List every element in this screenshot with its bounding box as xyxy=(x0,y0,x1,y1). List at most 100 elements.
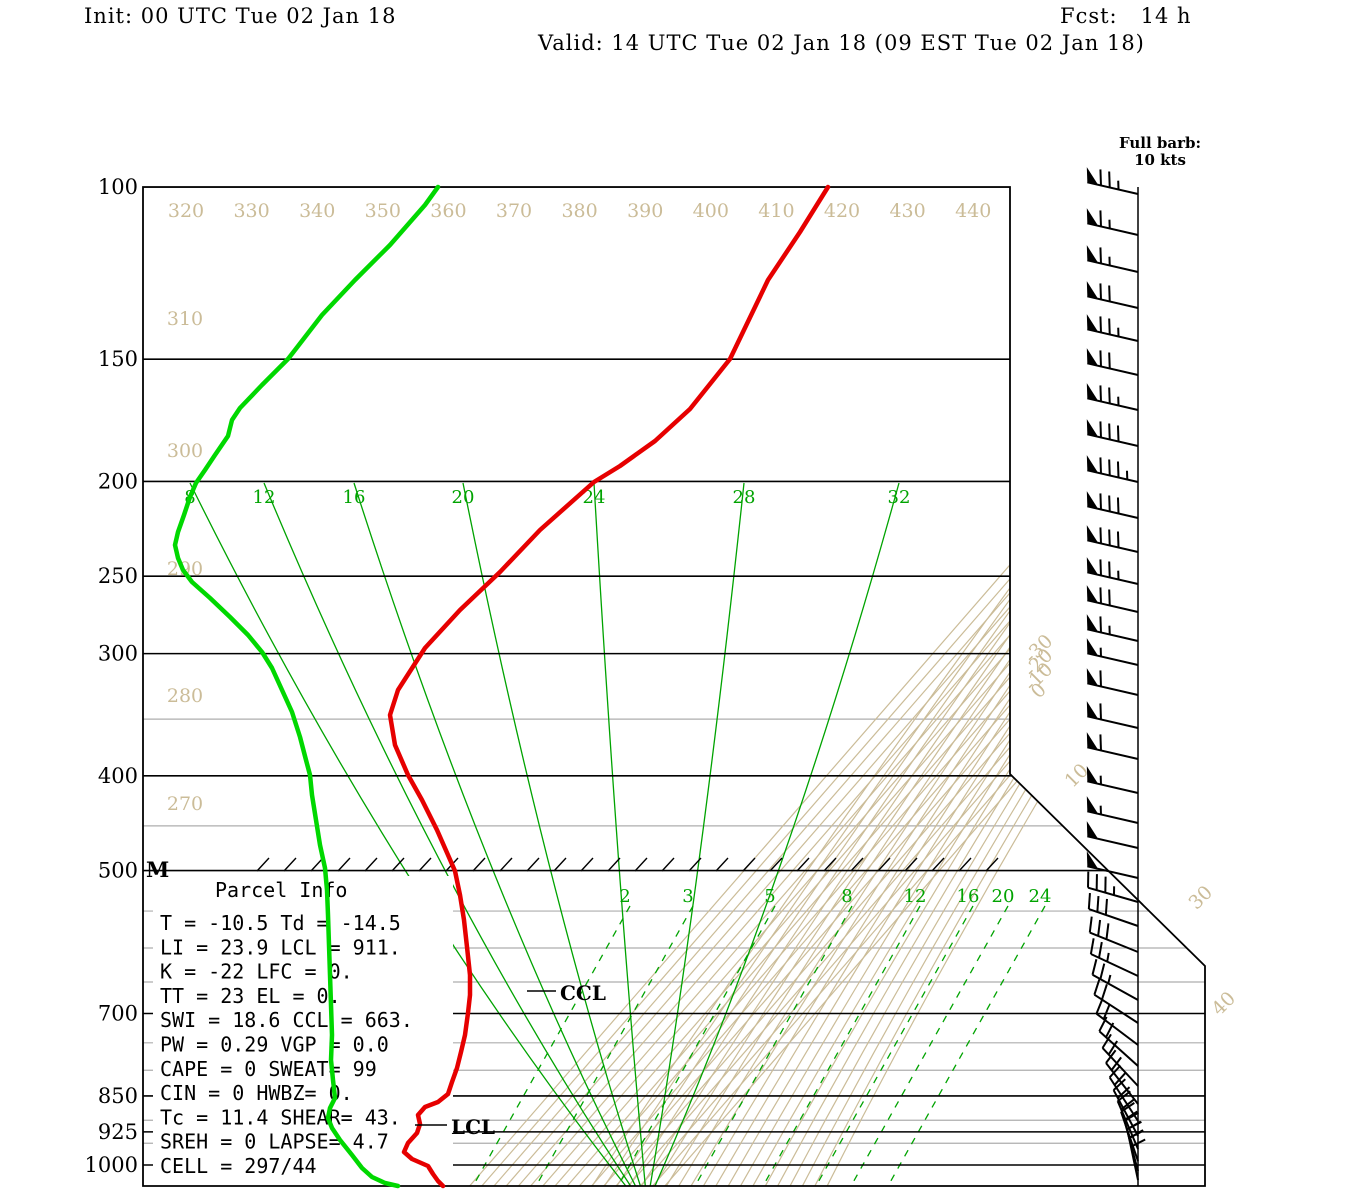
wind-barb xyxy=(1086,796,1139,824)
wind-barb-full xyxy=(1102,1003,1111,1020)
wind-barb-full xyxy=(1124,1111,1139,1122)
mixing-ratio-line xyxy=(887,905,1046,1186)
wind-barb-full xyxy=(1104,898,1108,916)
dry-adiabat-label-left: 300 xyxy=(167,440,203,462)
wind-barb-pennant xyxy=(1086,766,1099,784)
wind-barb-half xyxy=(1106,952,1110,962)
hatch-tick xyxy=(472,857,486,872)
wind-barb-staff xyxy=(1087,865,1139,879)
pressure-tick-label: 1000 xyxy=(85,1153,138,1177)
dry-adiabat-line xyxy=(826,187,1205,1186)
pressure-tick-label: 300 xyxy=(98,642,138,666)
wind-barb-pennant xyxy=(1086,167,1099,185)
wind-barb xyxy=(1087,871,1139,903)
dry-adiabat-label-top: 390 xyxy=(627,200,663,222)
moist-adiabat-label: 12 xyxy=(253,487,276,508)
wind-barb-full xyxy=(1108,352,1111,369)
mixing-ratio-line xyxy=(762,905,921,1186)
wind-barb xyxy=(1091,959,1139,1001)
dry-adiabat-line xyxy=(641,187,1205,1186)
wind-barb xyxy=(1086,491,1139,519)
mixing-ratio-line xyxy=(815,905,974,1186)
moist-adiabat-line xyxy=(462,482,642,1186)
isotherm-line xyxy=(505,187,1205,1186)
mixing-ratio-line xyxy=(694,905,853,1186)
pressure-tick-label: 925 xyxy=(98,1120,138,1144)
hatch-tick xyxy=(337,857,351,872)
wind-barb-full xyxy=(1108,171,1111,188)
wind-barb-full xyxy=(1107,1040,1119,1056)
wind-barb xyxy=(1088,916,1139,953)
hatch-tick xyxy=(931,857,945,872)
hatch-tick xyxy=(283,857,297,872)
pressure-tick-label: 400 xyxy=(98,764,138,788)
wind-barb xyxy=(1086,585,1139,613)
wind-barb-full xyxy=(1099,283,1102,300)
wind-barb-legend: Full barb: 10 kts xyxy=(1100,135,1220,169)
wind-barb-pennant xyxy=(1086,557,1099,575)
dry-adiabat-label-top: 370 xyxy=(496,200,532,222)
wind-barb-legend-line1: Full barb: xyxy=(1118,134,1202,152)
dry-adiabat-label-top: 430 xyxy=(889,200,925,222)
dry-adiabat-label-top: 350 xyxy=(365,200,401,222)
wind-barb-column xyxy=(1086,167,1146,1186)
wind-barb-full xyxy=(1108,387,1111,404)
pressure-tick-label: 850 xyxy=(98,1084,138,1108)
wind-barb-full xyxy=(1095,998,1104,1015)
hatch-tick xyxy=(364,857,378,872)
wind-barb xyxy=(1086,245,1139,273)
wind-barb xyxy=(1086,614,1139,642)
dry-adiabat-line xyxy=(752,187,1205,1186)
wind-barb-pennant xyxy=(1086,455,1099,473)
wind-barb xyxy=(1086,208,1139,236)
wind-barb xyxy=(1086,455,1139,483)
parcel-info-row: CELL = 297/44 xyxy=(160,1154,317,1178)
wind-barb-full xyxy=(1112,1078,1126,1091)
wind-barb xyxy=(1086,851,1139,879)
wind-barb xyxy=(1086,525,1139,553)
moist-adiabat-line xyxy=(593,482,646,1186)
wind-barb-staff xyxy=(1087,835,1139,849)
wind-barb-pennant xyxy=(1086,732,1099,750)
wind-barb xyxy=(1086,732,1139,760)
mixing-ratio-label: 12 xyxy=(904,886,927,907)
wind-barb-full xyxy=(1087,893,1091,910)
wind-barb-full xyxy=(1099,703,1102,720)
sounding-traces xyxy=(172,184,831,1189)
dewpoint-trace xyxy=(172,184,441,1189)
frame-outline xyxy=(142,186,1206,1187)
dry-adiabat-label-top: 410 xyxy=(758,200,794,222)
wind-barb xyxy=(1086,557,1139,585)
parcel-info-row: CAPE = 0 SWEAT= 99 xyxy=(160,1057,377,1081)
wind-barb-pennant xyxy=(1086,525,1099,543)
wind-barb-full xyxy=(1116,531,1120,548)
wind-barb-full xyxy=(1099,559,1102,576)
wind-barb-full xyxy=(1099,587,1102,604)
wind-barb-full xyxy=(1099,210,1102,227)
pressure-tick-label: 250 xyxy=(98,564,138,588)
isotherm-line xyxy=(481,187,1205,1186)
hatch-tick xyxy=(688,857,702,872)
wind-barb xyxy=(1086,701,1139,729)
mixing-ratio-label: 16 xyxy=(957,886,980,907)
dry-adiabat-label-top: 380 xyxy=(561,200,597,222)
wind-barb-full xyxy=(1099,734,1102,751)
wind-barb-full xyxy=(1099,963,1106,980)
parcel-info-background xyxy=(153,876,453,1184)
dry-adiabat-line xyxy=(777,187,1205,1186)
wind-barb-pennant xyxy=(1086,208,1099,226)
wind-barb xyxy=(1089,938,1139,977)
wind-barb xyxy=(1116,1090,1139,1150)
wind-barb-full xyxy=(1128,1129,1144,1139)
wind-barb-pennant xyxy=(1086,419,1099,437)
mixing-ratio-label: 3 xyxy=(682,886,693,907)
wind-barb-pennant xyxy=(1086,796,1099,814)
dry-adiabat-line xyxy=(591,187,1205,1186)
dry-adiabat-label-left: 310 xyxy=(167,308,203,330)
pressure-tick-label: 700 xyxy=(98,1002,138,1026)
mixing-ratio-label: 2 xyxy=(619,886,630,907)
wind-barb-staff xyxy=(1089,931,1139,953)
wind-barb-staff xyxy=(1087,682,1139,696)
